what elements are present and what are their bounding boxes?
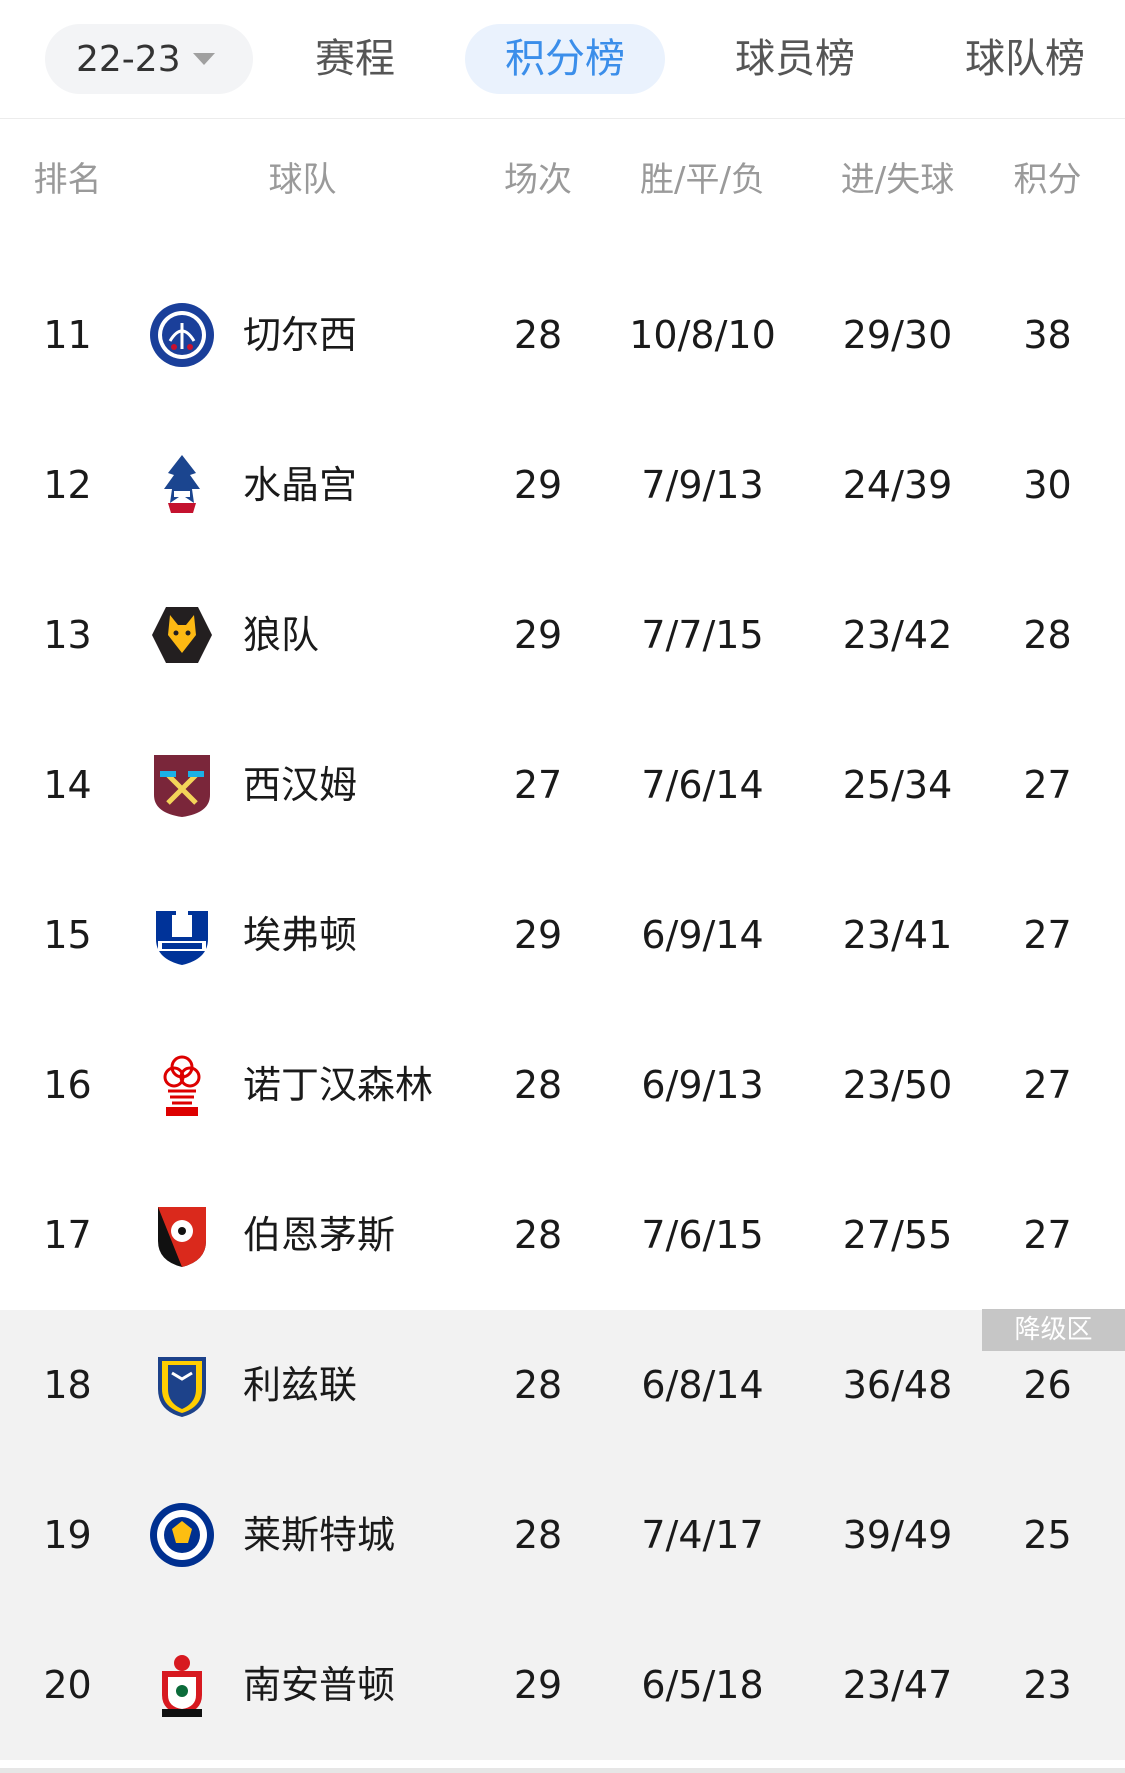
caret-down-icon	[192, 53, 215, 65]
goals-cell: 27/55	[842, 1213, 953, 1257]
played-cell: 28	[513, 1063, 563, 1107]
tab-players[interactable]: 球员榜	[735, 36, 855, 82]
column-wdl: 胜/平/负	[640, 160, 765, 200]
team-name: 狼队	[243, 613, 320, 657]
wdl-cell: 6/9/13	[641, 1063, 764, 1107]
rank-cell: 14	[43, 763, 92, 807]
bournemouth-crest-icon	[148, 1201, 216, 1269]
season-selector[interactable]: 22-23	[45, 24, 253, 94]
wdl-cell: 7/6/15	[641, 1213, 764, 1257]
crystal-palace-crest-icon	[148, 451, 216, 519]
played-cell: 28	[513, 1363, 563, 1407]
goals-cell: 23/42	[842, 613, 953, 657]
table-row-13[interactable]: 13 狼队 29 7/7/15 23/42 28	[0, 560, 1125, 710]
team-name: 诺丁汉森林	[243, 1063, 434, 1107]
team-name: 莱斯特城	[243, 1513, 396, 1557]
played-cell: 29	[513, 1663, 563, 1707]
column-rank: 排名	[33, 160, 102, 200]
season-label: 22-23	[76, 38, 181, 80]
table-row-20[interactable]: 20 南安普顿 29 6/5/18 23/47 23	[0, 1610, 1125, 1760]
team-name: 伯恩茅斯	[243, 1213, 396, 1257]
table-row-15[interactable]: 15 埃弗顿 29 6/9/14 23/41 27	[0, 860, 1125, 1010]
rank-cell: 17	[43, 1213, 92, 1257]
tab-standings[interactable]: 积分榜	[465, 24, 665, 94]
played-cell: 27	[513, 763, 563, 807]
team-name: 切尔西	[243, 313, 358, 357]
rank-cell: 13	[43, 613, 92, 657]
played-cell: 29	[513, 463, 563, 507]
played-cell: 29	[513, 613, 563, 657]
wdl-cell: 6/9/14	[641, 913, 764, 957]
team-name: 埃弗顿	[243, 913, 358, 957]
column-goals: 进/失球	[840, 160, 955, 200]
played-cell: 28	[513, 1513, 563, 1557]
table-row-11[interactable]: 11 切尔西 28 10/8/10 29/30 38	[0, 260, 1125, 410]
table-row-19[interactable]: 19 莱斯特城 28 7/4/17 39/49 25	[0, 1460, 1125, 1610]
wdl-cell: 6/8/14	[641, 1363, 764, 1407]
leicester-crest-icon	[148, 1501, 216, 1569]
points-cell: 30	[1023, 463, 1072, 507]
wdl-cell: 7/7/15	[641, 613, 764, 657]
played-cell: 28	[513, 1213, 563, 1257]
points-cell: 38	[1023, 313, 1072, 357]
table-row-12[interactable]: 12 水晶宫 29 7/9/13 24/39 30	[0, 410, 1125, 560]
column-played: 场次	[504, 160, 572, 200]
goals-cell: 23/41	[842, 913, 953, 957]
wdl-cell: 6/5/18	[641, 1663, 764, 1707]
played-cell: 28	[513, 313, 563, 357]
team-name: 水晶宫	[243, 463, 358, 507]
wolves-crest-icon	[148, 601, 216, 669]
table-row-16[interactable]: 16 诺丁汉森林 28 6/9/13 23/50 27	[0, 1010, 1125, 1160]
southampton-crest-icon	[148, 1651, 216, 1719]
column-team: 球队	[268, 160, 337, 200]
relegation-zone-badge: 降级区	[982, 1309, 1125, 1351]
tab-schedule[interactable]: 赛程	[315, 36, 395, 82]
rank-cell: 16	[43, 1063, 92, 1107]
goals-cell: 39/49	[842, 1513, 953, 1557]
top-tab-bar: 22-23 赛程 积分榜 球员榜 球队榜	[0, 0, 1125, 119]
points-cell: 27	[1023, 1213, 1072, 1257]
team-name: 西汉姆	[243, 763, 358, 807]
nottingham-forest-crest-icon	[148, 1051, 216, 1119]
goals-cell: 23/50	[842, 1063, 953, 1107]
everton-crest-icon	[148, 901, 216, 969]
bottom-divider	[0, 1768, 1125, 1773]
table-header: 排名 球队 场次 胜/平/负 进/失球 积分	[0, 140, 1125, 220]
table-row-17[interactable]: 17 伯恩茅斯 28 7/6/15 27/55 27	[0, 1160, 1125, 1310]
team-name: 南安普顿	[243, 1663, 396, 1707]
west-ham-crest-icon	[148, 751, 216, 819]
goals-cell: 36/48	[842, 1363, 953, 1407]
chelsea-crest-icon	[148, 301, 216, 369]
team-name: 利兹联	[243, 1363, 358, 1407]
rank-cell: 15	[43, 913, 92, 957]
points-cell: 25	[1023, 1513, 1072, 1557]
points-cell: 28	[1023, 613, 1072, 657]
rank-cell: 12	[43, 463, 92, 507]
points-cell: 27	[1023, 763, 1072, 807]
points-cell: 26	[1023, 1363, 1072, 1407]
column-points: 积分	[1013, 160, 1082, 200]
table-row-18[interactable]: 18 利兹联 28 6/8/14 36/48 26	[0, 1310, 1125, 1460]
points-cell: 27	[1023, 913, 1072, 957]
rank-cell: 11	[43, 313, 92, 357]
goals-cell: 24/39	[842, 463, 953, 507]
leeds-crest-icon	[148, 1351, 216, 1419]
wdl-cell: 7/6/14	[641, 763, 764, 807]
points-cell: 23	[1023, 1663, 1072, 1707]
goals-cell: 25/34	[842, 763, 953, 807]
goals-cell: 23/47	[842, 1663, 953, 1707]
points-cell: 27	[1023, 1063, 1072, 1107]
wdl-cell: 7/9/13	[641, 463, 764, 507]
played-cell: 29	[513, 913, 563, 957]
rank-cell: 20	[43, 1663, 92, 1707]
wdl-cell: 7/4/17	[641, 1513, 764, 1557]
goals-cell: 29/30	[842, 313, 953, 357]
wdl-cell: 10/8/10	[629, 313, 776, 357]
tab-teams[interactable]: 球队榜	[965, 36, 1085, 82]
table-row-14[interactable]: 14 西汉姆 27 7/6/14 25/34 27	[0, 710, 1125, 860]
rank-cell: 19	[43, 1513, 92, 1557]
rank-cell: 18	[43, 1363, 92, 1407]
